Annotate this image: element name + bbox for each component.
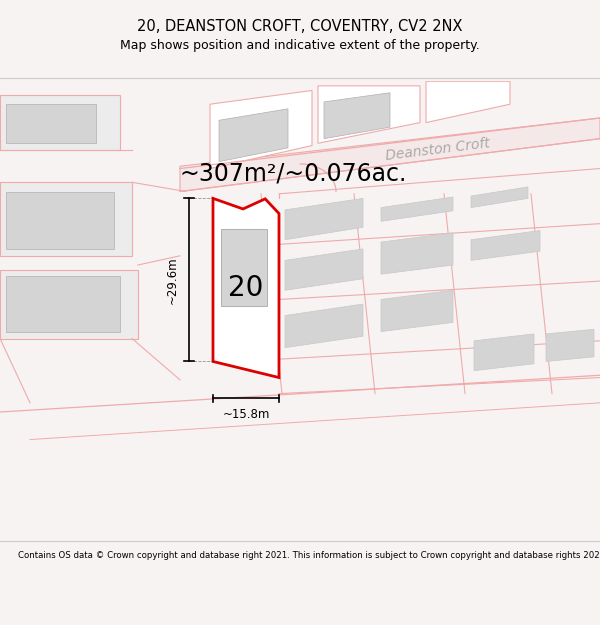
Polygon shape	[324, 92, 390, 139]
Polygon shape	[0, 95, 120, 150]
Text: ~307m²/~0.076ac.: ~307m²/~0.076ac.	[180, 161, 407, 185]
Polygon shape	[474, 334, 534, 371]
Text: Deanston Croft: Deanston Croft	[385, 136, 491, 162]
Polygon shape	[318, 86, 420, 143]
Polygon shape	[210, 91, 312, 169]
Text: 20: 20	[229, 274, 263, 302]
Text: ~29.6m: ~29.6m	[166, 256, 179, 304]
Polygon shape	[285, 304, 363, 348]
Polygon shape	[6, 191, 114, 249]
Polygon shape	[219, 109, 288, 162]
Text: ~15.8m: ~15.8m	[223, 408, 269, 421]
Polygon shape	[426, 81, 510, 122]
Text: Map shows position and indicative extent of the property.: Map shows position and indicative extent…	[120, 39, 480, 51]
Polygon shape	[221, 229, 267, 306]
Polygon shape	[381, 290, 453, 332]
Polygon shape	[471, 187, 528, 208]
Text: Contains OS data © Crown copyright and database right 2021. This information is : Contains OS data © Crown copyright and d…	[18, 551, 600, 560]
Text: 20, DEANSTON CROFT, COVENTRY, CV2 2NX: 20, DEANSTON CROFT, COVENTRY, CV2 2NX	[137, 19, 463, 34]
Polygon shape	[381, 197, 453, 221]
Polygon shape	[180, 118, 600, 191]
Polygon shape	[285, 198, 363, 240]
Polygon shape	[0, 182, 132, 256]
Polygon shape	[381, 233, 453, 274]
Polygon shape	[6, 104, 96, 143]
Polygon shape	[213, 198, 279, 378]
Polygon shape	[285, 249, 363, 290]
Polygon shape	[471, 231, 540, 261]
Polygon shape	[546, 329, 594, 361]
Polygon shape	[6, 276, 120, 332]
Polygon shape	[0, 269, 138, 339]
